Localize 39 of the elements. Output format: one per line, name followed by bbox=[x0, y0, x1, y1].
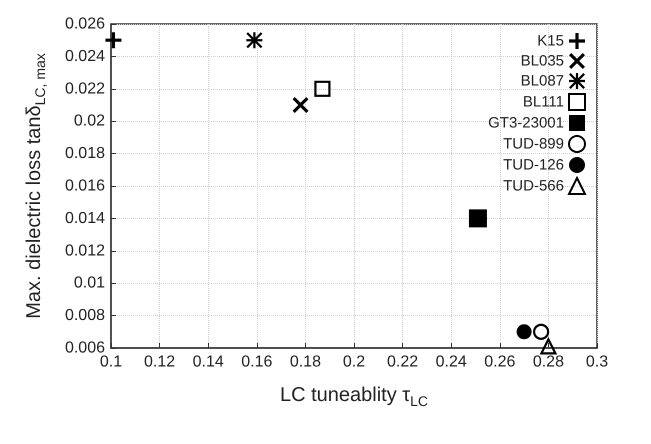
legend-label: BL111 bbox=[522, 94, 564, 110]
y-tick-label: 0.008 bbox=[64, 307, 106, 324]
legend-label: BL035 bbox=[520, 52, 564, 70]
point bbox=[105, 32, 122, 48]
point bbox=[314, 80, 331, 97]
y-tick-label: 0.024 bbox=[64, 48, 106, 65]
y-axis-title: Max. dielectric loss tanδLC, max bbox=[23, 53, 48, 319]
x-tick-label: 0.1 bbox=[100, 354, 122, 370]
y-tick-label: 0.012 bbox=[64, 242, 106, 260]
y-tick-label: 0.016 bbox=[64, 178, 106, 194]
x-tick-label: 0.18 bbox=[290, 354, 322, 370]
point bbox=[292, 97, 309, 113]
y-tick-label: 0.022 bbox=[64, 80, 106, 98]
x-tick-label: 0.28 bbox=[532, 354, 564, 370]
x-tick-label: 0.24 bbox=[436, 354, 467, 370]
y-tick-label: 0.018 bbox=[64, 145, 106, 162]
legend-label: K15 bbox=[537, 32, 564, 50]
legend-label: BL087 bbox=[520, 72, 564, 90]
x-tick-label: 0.22 bbox=[387, 354, 418, 370]
point bbox=[468, 209, 487, 228]
y-tick-label: 0.026 bbox=[64, 16, 106, 32]
point bbox=[533, 324, 550, 340]
point bbox=[540, 338, 556, 354]
x-tick-label: 0.12 bbox=[144, 354, 176, 370]
legend-label: GT3-23001 bbox=[488, 114, 564, 132]
y-tick-label: 0.01 bbox=[74, 274, 106, 292]
legend-label: TUD-566 bbox=[503, 178, 564, 194]
point bbox=[516, 324, 532, 340]
x-tick-label: 0.3 bbox=[586, 354, 608, 370]
x-tick-label: 0.26 bbox=[484, 354, 516, 370]
x-tick-label: 0.2 bbox=[342, 354, 366, 370]
point bbox=[246, 32, 262, 48]
x-tick-label: 0.16 bbox=[241, 354, 272, 370]
legend-label: TUD-126 bbox=[503, 156, 564, 174]
y-tick-label: 0.014 bbox=[64, 210, 106, 227]
x-tick-label: 0.14 bbox=[192, 354, 224, 370]
y-tick-label: 0.02 bbox=[74, 112, 106, 130]
legend-label: TUD-899 bbox=[503, 136, 564, 152]
y-tick-label: 0.006 bbox=[64, 340, 106, 356]
